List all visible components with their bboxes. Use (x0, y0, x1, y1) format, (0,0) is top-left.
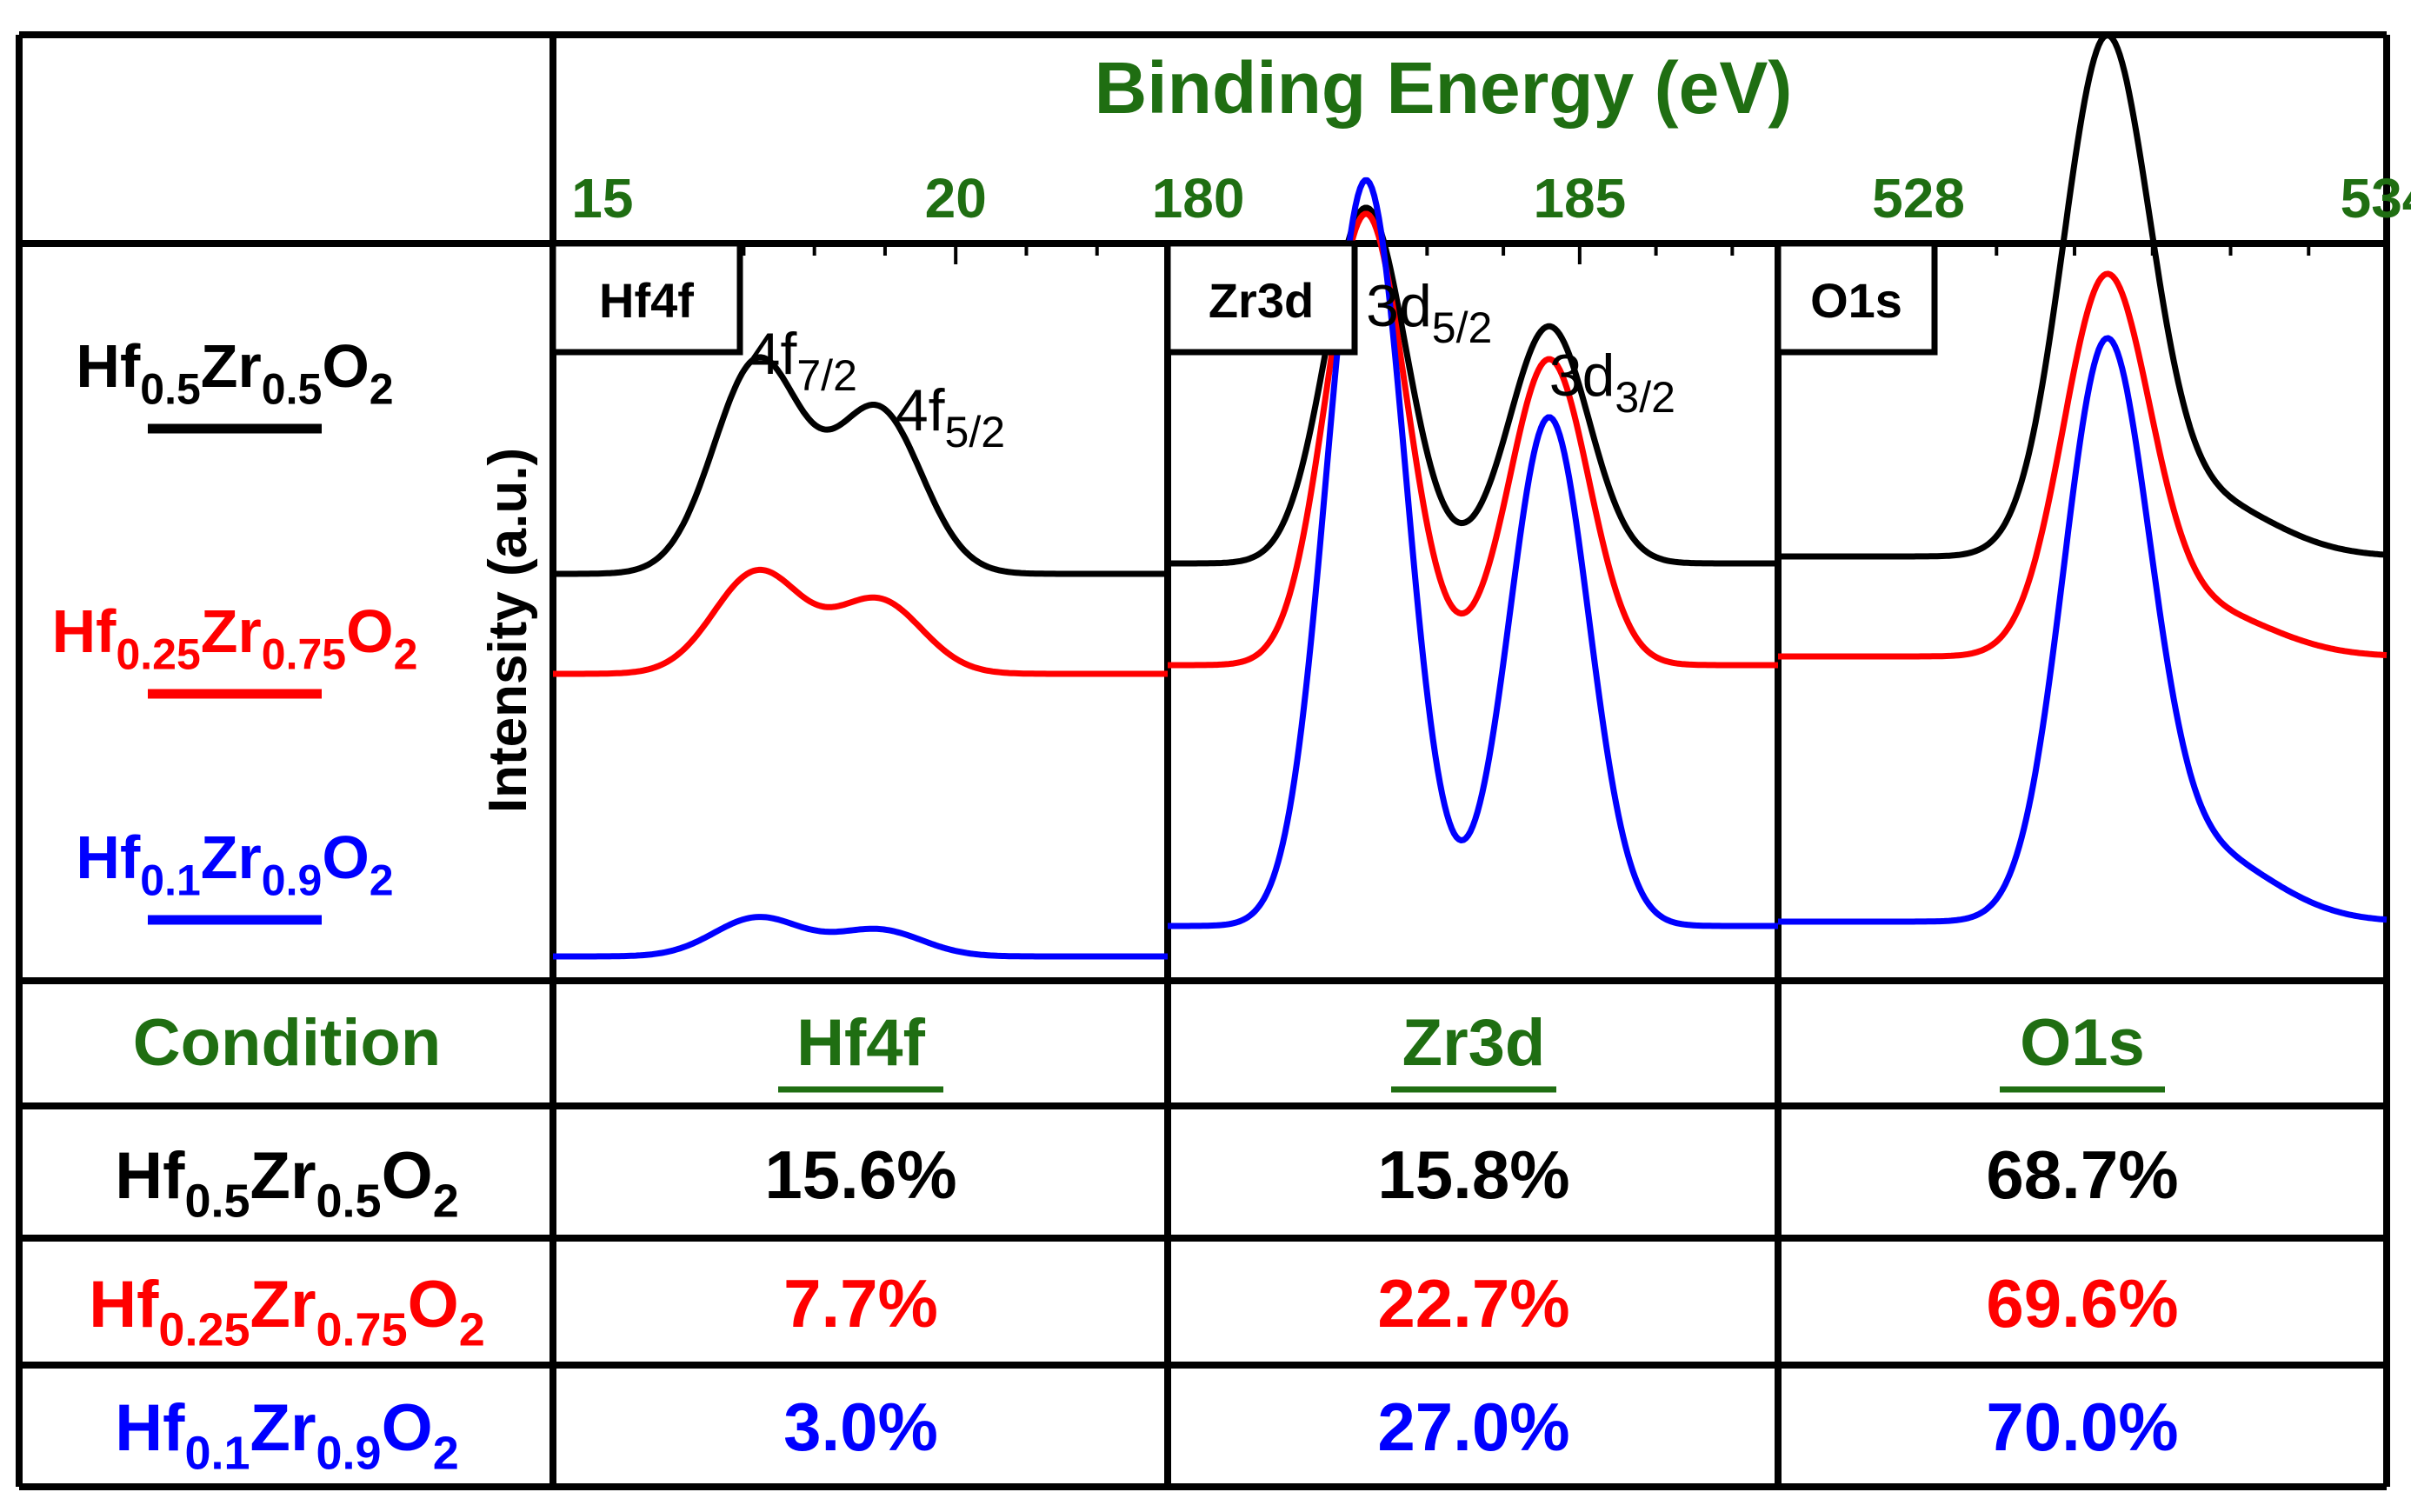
series-line-1 (552, 566, 1169, 677)
peak-label: 3d3/2 (1549, 343, 1675, 422)
table-cell: 69.6% (1986, 1265, 2178, 1342)
row-condition: Hf0.1Zr0.9O2 (115, 1391, 459, 1479)
series-line-1 (1167, 210, 1779, 669)
table-cell: 15.6% (764, 1136, 956, 1213)
subscript: 7/2 (796, 351, 857, 400)
series-line-2 (1777, 335, 2388, 925)
table-cell: 15.8% (1377, 1136, 1569, 1213)
subscript: 2 (370, 856, 394, 905)
subscript: 0.75 (262, 630, 346, 679)
subscript: 2 (370, 365, 394, 414)
panel-label: Hf4f (599, 273, 694, 328)
subscript: 2 (433, 1175, 459, 1227)
subscript: 0.9 (316, 1427, 382, 1479)
text-part: Zr (201, 332, 262, 400)
text-part: Zr (201, 823, 262, 891)
table-header: Hf4f (796, 1006, 925, 1080)
axis-title: Binding Energy (eV) (1095, 47, 1793, 129)
subscript: 0.5 (316, 1175, 382, 1227)
row-condition: Hf0.25Zr0.75O2 (89, 1268, 485, 1355)
subscript: 0.1 (140, 856, 201, 905)
tick-label: 15 (571, 167, 633, 230)
panel-label-box (1775, 240, 1938, 356)
panel-label-box (549, 240, 743, 356)
subscript: 2 (433, 1427, 459, 1479)
peak-label: 4f7/2 (748, 321, 857, 400)
tick-label: 534 (2341, 167, 2411, 230)
table-header: O1s (2020, 1006, 2145, 1080)
text-part: Zr (250, 1139, 316, 1213)
subscript: 2 (394, 630, 418, 679)
table-header: Zr3d (1402, 1006, 1546, 1080)
text-part: 3d (1366, 273, 1432, 339)
subscript: 0.5 (140, 365, 201, 414)
text-part: Hf (115, 1139, 185, 1213)
legend-entry: Hf0.25Zr0.75O2 (52, 597, 418, 679)
subscript: 0.5 (184, 1175, 250, 1227)
y-axis-label: Intensity (a.u.) (478, 448, 538, 813)
subscript: 0.25 (158, 1303, 250, 1355)
subscript: 3/2 (1615, 373, 1675, 422)
text-part: Hf (76, 823, 141, 891)
text-part: Zr (250, 1391, 316, 1465)
text-part: Hf (76, 332, 141, 400)
subscript: 2 (459, 1303, 485, 1355)
subscript: 0.25 (116, 630, 200, 679)
series-line-0 (552, 354, 1169, 577)
subscript: 0.1 (184, 1427, 250, 1479)
text-part: O (382, 1391, 433, 1465)
text-part: O (382, 1139, 433, 1213)
table-cell: 22.7% (1377, 1265, 1569, 1342)
tick-label: 20 (925, 167, 987, 230)
table-grid (16, 31, 2390, 1490)
series-line-2 (1167, 177, 1779, 929)
subscript: 0.5 (262, 365, 323, 414)
text-part: 4f (748, 321, 797, 387)
tick-label: 185 (1533, 167, 1626, 230)
text-part: O (346, 597, 393, 665)
panel-label: Zr3d (1209, 273, 1314, 328)
series-line-0 (1777, 32, 2388, 560)
text-part: O (322, 332, 369, 400)
subscript: 5/2 (1432, 303, 1493, 352)
text-part: Hf (89, 1268, 159, 1342)
table-header: Condition (133, 1006, 442, 1080)
panel-label: O1s (1810, 273, 1902, 328)
subscript: 0.75 (316, 1303, 408, 1355)
tick-label: 528 (1872, 167, 1965, 230)
row-condition: Hf0.5Zr0.5O2 (115, 1139, 459, 1227)
peak-label: 3d5/2 (1366, 273, 1492, 352)
series-line-2 (552, 914, 1169, 960)
series-line-0 (1167, 204, 1779, 567)
subscript: 5/2 (945, 408, 1006, 456)
text-part: O (322, 823, 369, 891)
legend-entry: Hf0.5Zr0.5O2 (76, 332, 393, 414)
text-part: Zr (201, 597, 262, 665)
table-cell: 27.0% (1377, 1389, 1569, 1465)
series-line-1 (1777, 270, 2388, 660)
subscript: 0.9 (262, 856, 323, 905)
panel-label-box (1164, 240, 1358, 356)
table-cell: 7.7% (783, 1265, 938, 1342)
legend-entry: Hf0.1Zr0.9O2 (76, 823, 393, 905)
tick-label: 180 (1152, 167, 1245, 230)
text-part: Hf (115, 1391, 185, 1465)
table-cell: 70.0% (1986, 1389, 2178, 1465)
peak-label: 4f5/2 (896, 377, 1005, 456)
table-cell: 3.0% (783, 1389, 938, 1465)
text-part: Hf (52, 597, 117, 665)
curve-layer (552, 32, 2388, 960)
text-part: 4f (896, 377, 945, 443)
text-part: 3d (1549, 343, 1615, 409)
text-part: Zr (250, 1268, 316, 1342)
text-part: O (408, 1268, 459, 1342)
table-cell: 68.7% (1986, 1136, 2178, 1213)
axis-layer: Binding Energy (eV) Intensity (a.u.) 15 20 1… (478, 47, 2411, 813)
